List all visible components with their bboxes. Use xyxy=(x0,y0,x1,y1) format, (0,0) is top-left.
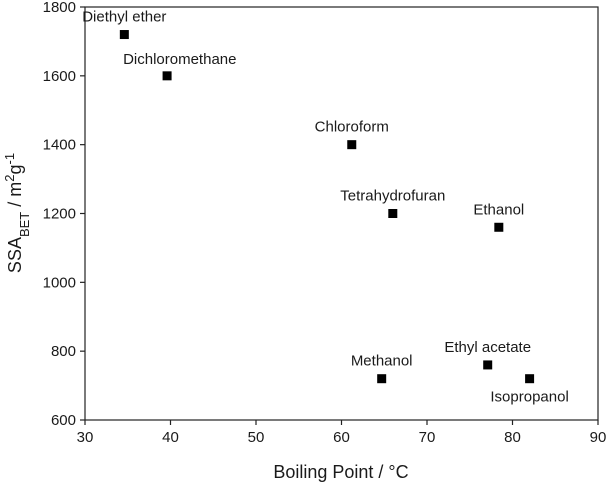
point-label: Tetrahydrofuran xyxy=(340,188,445,205)
data-point xyxy=(525,374,535,384)
data-point xyxy=(119,30,129,40)
y-tick-label: 1800 xyxy=(43,0,76,16)
y-tick-label: 600 xyxy=(51,412,76,429)
point-label: Ethyl acetate xyxy=(444,339,531,356)
data-point xyxy=(494,222,504,232)
x-tick-label: 50 xyxy=(248,429,265,446)
y-axis-title: SSABET / m2g-1 xyxy=(2,153,32,273)
x-axis-title: Boiling Point / °C xyxy=(273,462,408,482)
data-point xyxy=(162,71,172,81)
point-label: Dichloromethane xyxy=(123,51,236,68)
y-axis: 600 800 1000 1200 1400 1600 1800 xyxy=(43,0,85,429)
point-label: Chloroform xyxy=(315,119,389,136)
x-tick-label: 70 xyxy=(419,429,436,446)
x-axis: 30 40 50 60 70 80 90 xyxy=(77,420,607,446)
y-tick-label: 1600 xyxy=(43,68,76,85)
x-tick-label: 40 xyxy=(162,429,179,446)
x-tick-label: 90 xyxy=(590,429,607,446)
data-point xyxy=(483,360,493,370)
y-tick-label: 1200 xyxy=(43,206,76,223)
point-label: Methanol xyxy=(351,353,413,370)
data-points xyxy=(119,30,535,384)
point-label: Ethanol xyxy=(473,201,524,218)
x-tick-label: 60 xyxy=(333,429,350,446)
data-point xyxy=(388,209,398,218)
point-label: Isopropanol xyxy=(490,389,568,406)
y-tick-label: 1400 xyxy=(43,137,76,154)
point-label: Diethyl ether xyxy=(82,9,166,26)
y-tick-label: 800 xyxy=(51,343,76,360)
data-point xyxy=(347,140,357,150)
point-labels: Diethyl ether Dichloromethane Chloroform Te… xyxy=(82,9,569,406)
x-tick-label: 80 xyxy=(504,429,521,446)
x-tick-label: 30 xyxy=(77,429,94,446)
data-point xyxy=(377,374,387,384)
y-tick-label: 1000 xyxy=(43,274,76,291)
